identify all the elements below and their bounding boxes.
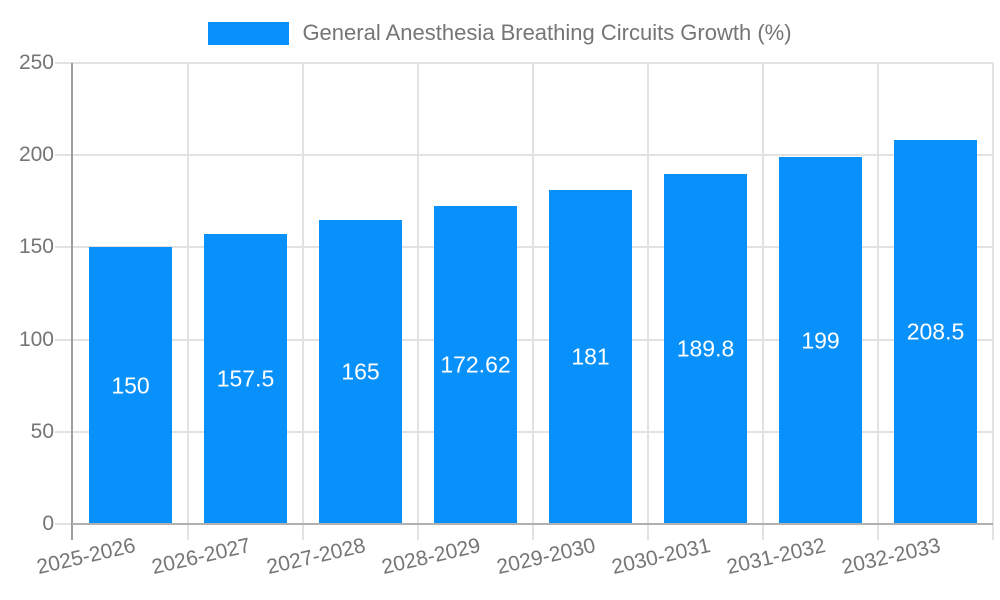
- x-tick-label: 2025-2026: [34, 534, 138, 580]
- x-tick-label: 2026-2027: [149, 534, 253, 580]
- bar[interactable]: 181: [549, 190, 632, 524]
- bar-value-label: 181: [571, 343, 610, 370]
- x-gridline: [302, 63, 304, 540]
- x-gridline: [647, 63, 649, 540]
- legend-label: General Anesthesia Breathing Circuits Gr…: [302, 20, 792, 45]
- bar-value-label: 150: [111, 372, 150, 399]
- bar-value-label: 172.62: [440, 351, 511, 378]
- x-gridline: [187, 63, 189, 540]
- y-tick-label: 0: [42, 512, 54, 535]
- y-axis-line: [71, 63, 73, 540]
- bar-value-label: 199: [801, 327, 840, 353]
- y-gridline: [55, 62, 993, 64]
- y-tick-label: 250: [18, 51, 54, 74]
- bar[interactable]: 208.5: [894, 139, 977, 524]
- x-tick-label: 2032-2033: [839, 534, 943, 580]
- bar[interactable]: 189.8: [664, 174, 747, 524]
- x-tick-label: 2027-2028: [264, 534, 368, 580]
- x-gridline: [417, 63, 419, 540]
- bar[interactable]: 165: [319, 219, 402, 524]
- legend-swatch[interactable]: [208, 21, 290, 45]
- y-tick-label: 50: [30, 419, 54, 443]
- y-tick-label: 150: [18, 235, 54, 259]
- x-tick-label: 2031-2032: [724, 534, 828, 580]
- x-gridline: [877, 63, 879, 540]
- x-tick-label: 2029-2030: [494, 534, 598, 580]
- x-axis-line: [72, 523, 993, 525]
- bar[interactable]: 172.62: [434, 205, 517, 524]
- bar-value-label: 189.8: [676, 335, 735, 362]
- bar[interactable]: 150: [89, 247, 172, 524]
- x-tick-label: 2028-2029: [379, 534, 483, 580]
- x-tick-label: 2030-2031: [609, 534, 713, 580]
- legend[interactable]: General Anesthesia Breathing Circuits Gr…: [0, 20, 1000, 46]
- x-gridline: [992, 63, 994, 540]
- bar-value-label: 165: [341, 358, 380, 385]
- bar-value-label: 208.5: [906, 318, 965, 345]
- bar[interactable]: 157.5: [204, 233, 287, 524]
- x-gridline: [532, 63, 534, 540]
- y-tick-label: 200: [18, 143, 54, 167]
- y-gridline: [55, 430, 993, 433]
- y-tick-label: 100: [18, 327, 54, 351]
- bar-value-label: 157.5: [216, 365, 275, 392]
- y-gridline: [55, 338, 993, 341]
- y-gridline: [55, 246, 993, 249]
- x-gridline: [762, 63, 764, 540]
- y-gridline: [55, 154, 993, 157]
- bar[interactable]: 199: [779, 157, 862, 524]
